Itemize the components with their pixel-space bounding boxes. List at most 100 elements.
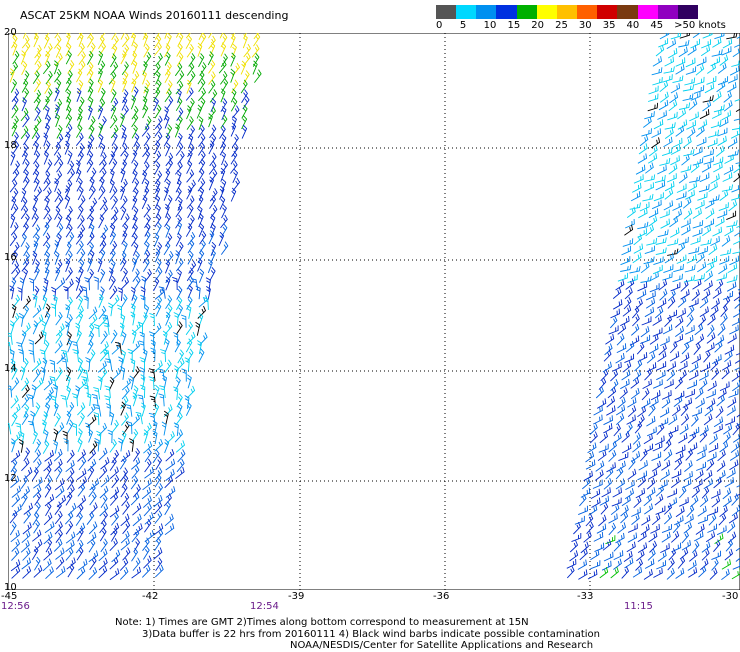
wind-barb — [29, 278, 34, 291]
wind-barb — [734, 38, 740, 47]
wind-barb — [700, 173, 709, 182]
wind-barb — [684, 460, 692, 471]
wind-barb — [733, 46, 740, 56]
wind-barb — [658, 230, 669, 237]
wind-barb — [165, 204, 169, 218]
wind-barb — [88, 69, 93, 83]
wind-barb — [655, 175, 665, 183]
wind-barb — [645, 307, 654, 317]
wind-barb — [733, 560, 740, 569]
wind-barb — [723, 172, 732, 181]
wind-barb — [710, 568, 717, 580]
wind-barb — [680, 33, 690, 38]
wind-barb — [656, 370, 665, 380]
wind-barb — [149, 377, 154, 390]
wind-barb — [638, 471, 647, 480]
wind-barb — [637, 406, 645, 417]
wind-barb — [691, 162, 699, 173]
wind-barb — [18, 288, 23, 301]
wind-barb — [620, 379, 629, 389]
legend-label-6: 30 — [579, 20, 592, 31]
wind-barb — [732, 316, 740, 325]
wind-barb — [176, 322, 182, 335]
wind-barb — [65, 124, 72, 137]
wind-barb — [697, 57, 706, 66]
wind-barb — [66, 492, 72, 505]
wind-barb — [53, 440, 57, 454]
wind-barb — [686, 449, 693, 461]
wind-barb — [132, 503, 140, 515]
wind-barb — [22, 385, 29, 398]
wind-barb — [33, 477, 42, 488]
wind-barb — [717, 461, 725, 472]
wind-barb — [623, 361, 631, 372]
wind-barb — [679, 47, 687, 57]
wind-barb — [84, 296, 89, 309]
wind-barb — [656, 248, 667, 255]
wind-barb — [725, 417, 734, 426]
wind-barb — [12, 304, 16, 318]
wind-barb — [66, 521, 73, 534]
wind-barb — [696, 126, 704, 137]
wind-barb — [685, 265, 695, 273]
wind-barb — [22, 531, 30, 543]
wind-barb — [21, 197, 27, 210]
wind-barb — [15, 423, 21, 435]
wind-barb — [66, 258, 70, 272]
wind-barb — [707, 76, 716, 84]
wind-barb — [18, 349, 23, 362]
wind-barb — [661, 460, 669, 470]
wind-barb — [625, 219, 634, 228]
wind-barb — [677, 184, 686, 193]
wind-barb — [693, 220, 703, 228]
wind-barb — [708, 381, 717, 391]
wind-barb — [700, 425, 708, 435]
wind-barb — [112, 196, 118, 209]
wind-barb — [142, 71, 146, 85]
wind-barb — [182, 369, 187, 382]
wind-barb — [231, 123, 236, 137]
wind-barb — [720, 190, 728, 201]
wind-barb — [675, 316, 683, 327]
wind-barb — [35, 315, 43, 327]
pass-time-right: 11:15 — [624, 601, 653, 612]
wind-barb — [176, 143, 183, 156]
wind-barb — [221, 89, 225, 103]
legend-swatch-2 — [476, 5, 496, 19]
wind-barb — [691, 236, 701, 244]
wind-barb — [220, 71, 227, 84]
wind-barb — [712, 354, 721, 363]
wind-barb — [641, 515, 650, 525]
wind-barb — [166, 224, 170, 238]
wind-barb — [649, 208, 658, 217]
wind-barb — [24, 467, 32, 479]
wind-barb — [121, 514, 129, 526]
wind-barb — [600, 432, 608, 443]
wind-barb — [156, 558, 162, 571]
lat-label-20: 20 — [4, 27, 17, 38]
wind-barb — [713, 540, 720, 552]
wind-barb — [570, 541, 577, 553]
wind-barb — [693, 208, 702, 218]
wind-barb — [110, 493, 117, 506]
pass-time-left-1: 12:56 — [1, 601, 30, 612]
wind-barb — [89, 186, 95, 199]
legend-label-8: 40 — [627, 20, 640, 31]
wind-barb — [12, 378, 19, 391]
wind-barb — [680, 424, 688, 434]
note-line-1: Note: 1) Times are GMT 2)Times along bot… — [115, 617, 600, 629]
wind-barb — [718, 76, 728, 84]
wind-barb — [154, 548, 162, 560]
wind-barb — [40, 350, 46, 362]
wind-barb — [670, 351, 679, 361]
wind-barb — [186, 223, 192, 236]
wind-barb — [120, 323, 124, 337]
wind-barb — [122, 332, 126, 346]
wind-barb — [617, 334, 624, 346]
wind-barb — [166, 143, 171, 157]
wind-barb — [705, 83, 714, 93]
wind-barb — [79, 413, 85, 426]
wind-barb — [73, 350, 79, 362]
wind-barb — [602, 487, 611, 497]
wind-barb — [210, 195, 216, 208]
